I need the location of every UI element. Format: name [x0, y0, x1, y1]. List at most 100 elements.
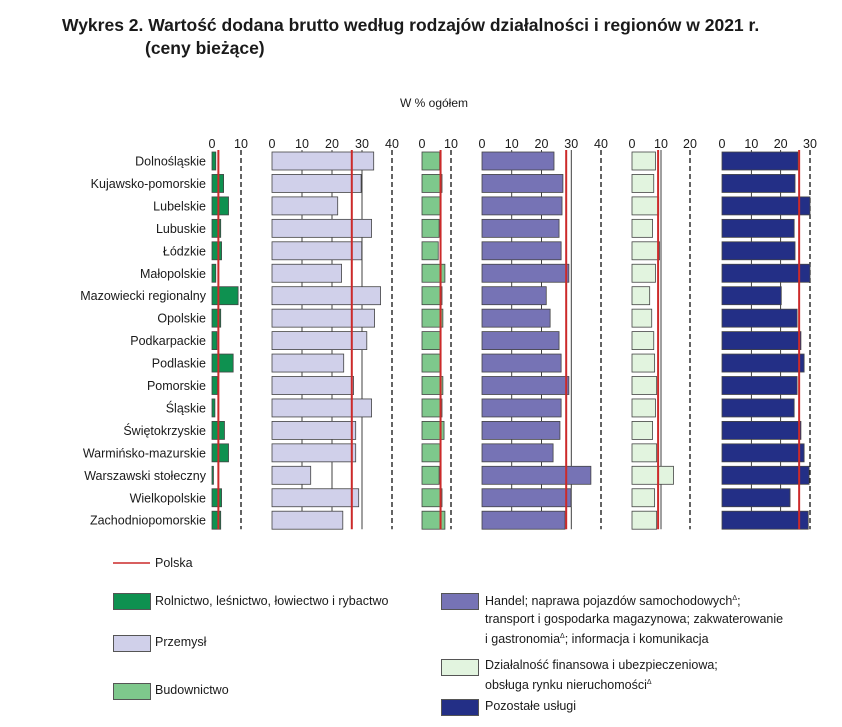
bar: [721, 510, 809, 530]
bar: [631, 331, 655, 351]
tick-label: 20: [774, 137, 788, 151]
bar: [721, 443, 805, 463]
legend-swatch-finance: [441, 659, 479, 676]
bar: [481, 420, 561, 440]
bar: [721, 151, 799, 171]
legend-swatch-trade: [441, 593, 479, 610]
bar: [631, 443, 658, 463]
bar: [721, 420, 802, 440]
bar: [271, 376, 354, 395]
tick-label: 10: [744, 137, 758, 151]
legend-trade-line-1: Handel; naprawa pojazdów samochodowych: [485, 594, 733, 609]
legend-swatch-agri: [113, 593, 151, 610]
category-label: Kujawsko-pomorskie: [91, 177, 206, 191]
bar: [211, 443, 229, 463]
chart-panels: Dolnośląskie Kujawsko-pomorskie Lubelskie L…: [80, 137, 817, 530]
tick-label: 40: [385, 137, 399, 151]
legend-industry: Przemysł: [155, 635, 207, 649]
category-label: Mazowiecki regionalny: [80, 289, 207, 303]
bar: [271, 420, 357, 440]
category-label: Łódzkie: [163, 244, 206, 258]
bar: [421, 465, 440, 485]
bar: [721, 331, 802, 351]
bar: [481, 174, 564, 193]
bar: [721, 353, 805, 373]
tick-label: 40: [594, 137, 608, 151]
bar: [631, 398, 656, 418]
tick-label: 0: [479, 137, 486, 151]
tick-label: 10: [654, 137, 668, 151]
category-label: Lubuskie: [156, 222, 206, 236]
tick-label: 0: [419, 137, 426, 151]
tick-label: 0: [629, 137, 636, 151]
bar: [421, 151, 441, 171]
legend-swatch-construction: [113, 683, 151, 700]
bar: [631, 420, 653, 440]
tick-label: 20: [325, 137, 339, 151]
bar: [631, 241, 660, 261]
footnote-mark: Δ: [646, 679, 652, 686]
bar: [271, 286, 381, 306]
bar: [271, 488, 360, 508]
bar: [421, 420, 445, 440]
legend-construction: Budownictwo: [155, 683, 229, 697]
legend-other: Pozostałe usługi: [485, 699, 577, 713]
bar: [631, 465, 674, 485]
bar: [211, 331, 218, 351]
bar: [271, 308, 375, 328]
bar: [721, 263, 811, 283]
title-line-2: (ceny bieżące): [145, 38, 265, 58]
bar: [421, 488, 443, 508]
unit-label: W % ogółem: [400, 96, 469, 110]
category-label: Opolskie: [157, 312, 206, 326]
tick-label: 10: [234, 137, 248, 151]
tick-label: 10: [505, 137, 519, 151]
bar: [211, 488, 222, 508]
bar: [721, 398, 795, 418]
bar: [481, 241, 562, 261]
bar: [421, 376, 444, 395]
bar: [721, 241, 796, 261]
category-label: Podlaskie: [152, 357, 206, 371]
category-label: Lubelskie: [153, 199, 206, 213]
bar: [481, 331, 560, 351]
bar: [631, 263, 656, 283]
bar: [421, 443, 441, 463]
category-label: Dolnośląskie: [135, 155, 206, 169]
footnote-mark: Δ: [560, 633, 565, 641]
tick-label: 0: [269, 137, 276, 151]
bar: [271, 353, 345, 373]
bar: [421, 286, 443, 306]
bar: [721, 488, 791, 508]
bar: [721, 286, 782, 306]
bar: [721, 376, 798, 395]
bar: [721, 218, 795, 238]
bar: [631, 376, 658, 395]
bar: [421, 218, 440, 238]
title-line-1: Wykres 2. Wartość dodana brutto według r…: [62, 15, 760, 35]
bar: [271, 331, 368, 351]
legend-trade-line-3b: ; informacja i komunikacja: [564, 632, 709, 647]
legend-finance-line-1: Działalność finansowa i ubezpieczeniowa;: [485, 658, 718, 672]
category-label: Warszawski stołeczny: [84, 469, 207, 483]
bar: [481, 218, 560, 238]
bar: [481, 308, 551, 328]
bar: [271, 218, 372, 238]
legend-trade-line-2: transport i gospodarka magazynowa; zakwa…: [485, 612, 784, 627]
bar: [271, 241, 363, 261]
bar: [481, 353, 562, 373]
bar: [421, 263, 446, 283]
legend-agri: Rolnictwo, leśnictwo, łowiectwo i rybact…: [155, 594, 389, 608]
bar: [211, 465, 214, 485]
tick-label: 30: [564, 137, 578, 151]
bar: [721, 196, 811, 216]
tick-label: 20: [535, 137, 549, 151]
legend-finance-line-2: obsługa rynku nieruchomości: [485, 678, 647, 693]
bar: [421, 196, 441, 216]
category-label: Pomorskie: [147, 379, 206, 393]
legend-swatch-other: [441, 699, 479, 716]
category-label: Warmińsko-mazurskie: [83, 446, 206, 460]
bar: [421, 331, 441, 351]
category-label: Podkarpackie: [130, 334, 206, 348]
bar: [481, 398, 562, 418]
